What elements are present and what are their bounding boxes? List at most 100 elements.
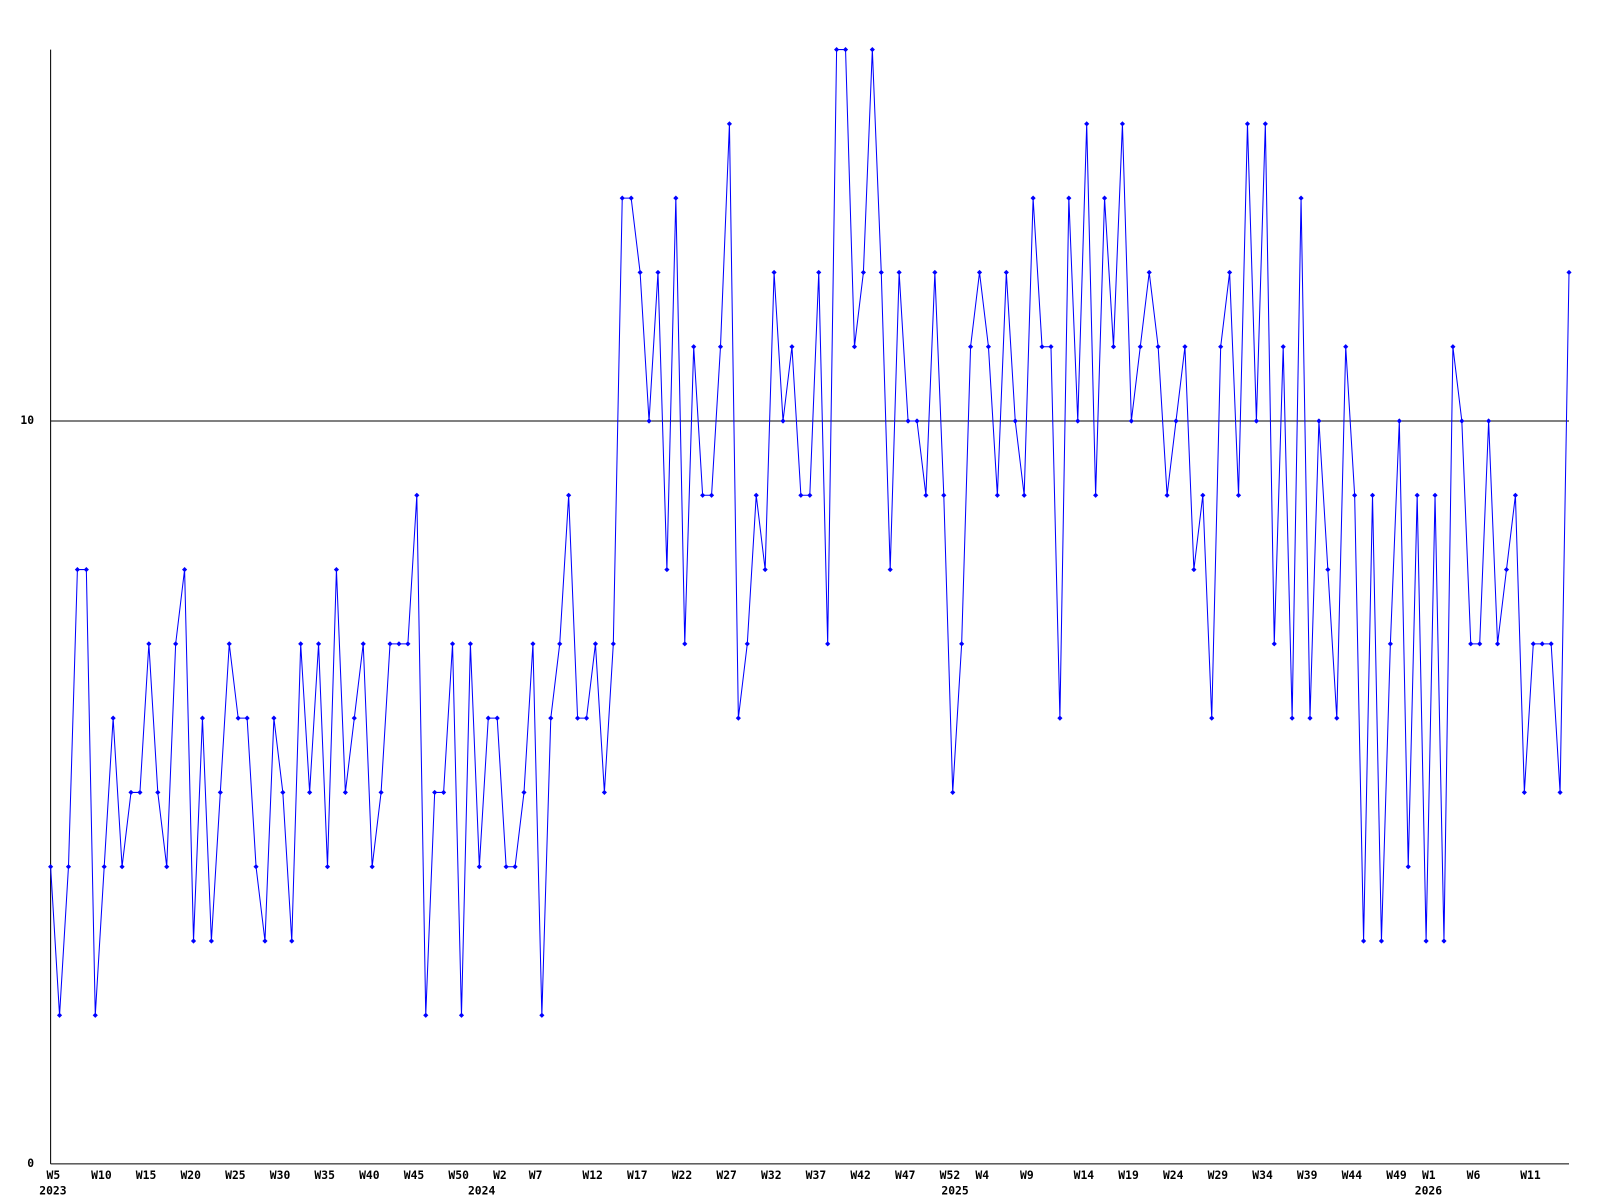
data-point: [1450, 344, 1456, 350]
data-point: [1119, 121, 1126, 127]
data-point: [1414, 492, 1420, 498]
data-point: [923, 492, 929, 498]
data-point: [959, 641, 965, 647]
data-point: [1512, 492, 1519, 498]
data-point: [1566, 269, 1572, 276]
data-point: [798, 492, 804, 498]
data-point: [700, 492, 706, 498]
x-tick-label: W25: [225, 1168, 246, 1182]
data-point: [423, 1012, 429, 1018]
data-point: [137, 789, 143, 796]
x-tick-label: W7: [529, 1168, 543, 1182]
data-point: [976, 269, 983, 276]
data-point: [914, 418, 920, 424]
data-point: [360, 641, 366, 647]
data-point: [1307, 715, 1313, 721]
data-point: [708, 492, 715, 498]
x-tick-label: W44: [1342, 1168, 1363, 1182]
x-year-label: 2024: [468, 1184, 496, 1198]
data-point: [1334, 715, 1340, 721]
data-point: [753, 492, 759, 498]
data-point: [405, 641, 411, 647]
data-point: [610, 641, 616, 647]
data-point: [146, 641, 152, 647]
data-point: [646, 418, 652, 424]
data-point: [1209, 715, 1215, 721]
data-point: [458, 1012, 465, 1018]
data-point: [521, 789, 527, 796]
data-point: [369, 864, 375, 870]
data-point: [932, 269, 938, 276]
data-point: [476, 864, 482, 870]
data-point: [1521, 789, 1527, 796]
x-tick-label: W45: [404, 1168, 425, 1182]
data-line: [50, 49, 1570, 1016]
data-point: [548, 715, 554, 721]
data-point: [1289, 715, 1295, 721]
data-point: [816, 269, 822, 276]
data-point: [1387, 641, 1393, 647]
data-point: [1343, 344, 1349, 350]
data-point: [1253, 418, 1259, 424]
data-point: [1182, 344, 1188, 350]
x-tick-label: W12: [582, 1168, 603, 1182]
data-point: [860, 269, 866, 276]
data-point: [342, 789, 348, 796]
data-point: [601, 789, 607, 796]
x-tick-label: W35: [314, 1168, 335, 1182]
data-point: [1352, 492, 1358, 498]
x-tick-label: W5: [46, 1168, 60, 1182]
data-point: [1271, 641, 1277, 647]
data-point: [1441, 938, 1447, 944]
y-tick-label: 0: [27, 1156, 34, 1170]
data-point: [851, 344, 858, 350]
data-point: [1164, 492, 1170, 498]
data-point: [1235, 492, 1242, 498]
data-point: [628, 195, 634, 201]
data-point: [217, 789, 223, 796]
data-point: [324, 864, 331, 870]
data-point: [110, 715, 116, 721]
data-point: [244, 715, 250, 721]
data-point: [735, 715, 741, 721]
data-point: [235, 715, 241, 721]
x-tick-label: W24: [1163, 1168, 1184, 1182]
x-tick-label: W29: [1208, 1168, 1229, 1182]
data-point: [494, 715, 500, 721]
data-point: [351, 715, 357, 721]
data-point: [414, 492, 420, 498]
data-point: [1262, 121, 1268, 127]
x-tick-label: W15: [136, 1168, 157, 1182]
data-point: [333, 566, 340, 573]
data-point: [1146, 269, 1152, 276]
data-point: [485, 715, 491, 721]
x-tick-label: W9: [1020, 1168, 1034, 1182]
data-point: [1503, 566, 1510, 573]
data-point: [432, 789, 438, 796]
data-point: [825, 641, 831, 647]
data-point: [74, 566, 80, 573]
data-point: [449, 641, 456, 647]
data-point: [905, 418, 911, 424]
data-point: [1316, 418, 1322, 424]
data-point: [566, 492, 572, 498]
x-year-label: 2025: [941, 1184, 969, 1198]
data-point: [467, 641, 473, 647]
data-point: [619, 195, 625, 201]
data-point: [682, 641, 688, 647]
data-point: [503, 864, 509, 870]
data-point: [1057, 715, 1063, 721]
data-point: [968, 344, 974, 350]
data-point: [807, 492, 813, 498]
data-point: [128, 789, 134, 796]
data-point: [155, 789, 161, 796]
data-point: [315, 641, 322, 647]
data-point: [842, 46, 849, 53]
data-point: [1003, 269, 1009, 276]
data-point: [717, 344, 724, 350]
x-tick-label: W40: [359, 1168, 380, 1182]
data-point: [396, 641, 402, 647]
data-point: [1048, 344, 1054, 350]
data-point: [1530, 641, 1536, 647]
data-point: [226, 641, 232, 647]
